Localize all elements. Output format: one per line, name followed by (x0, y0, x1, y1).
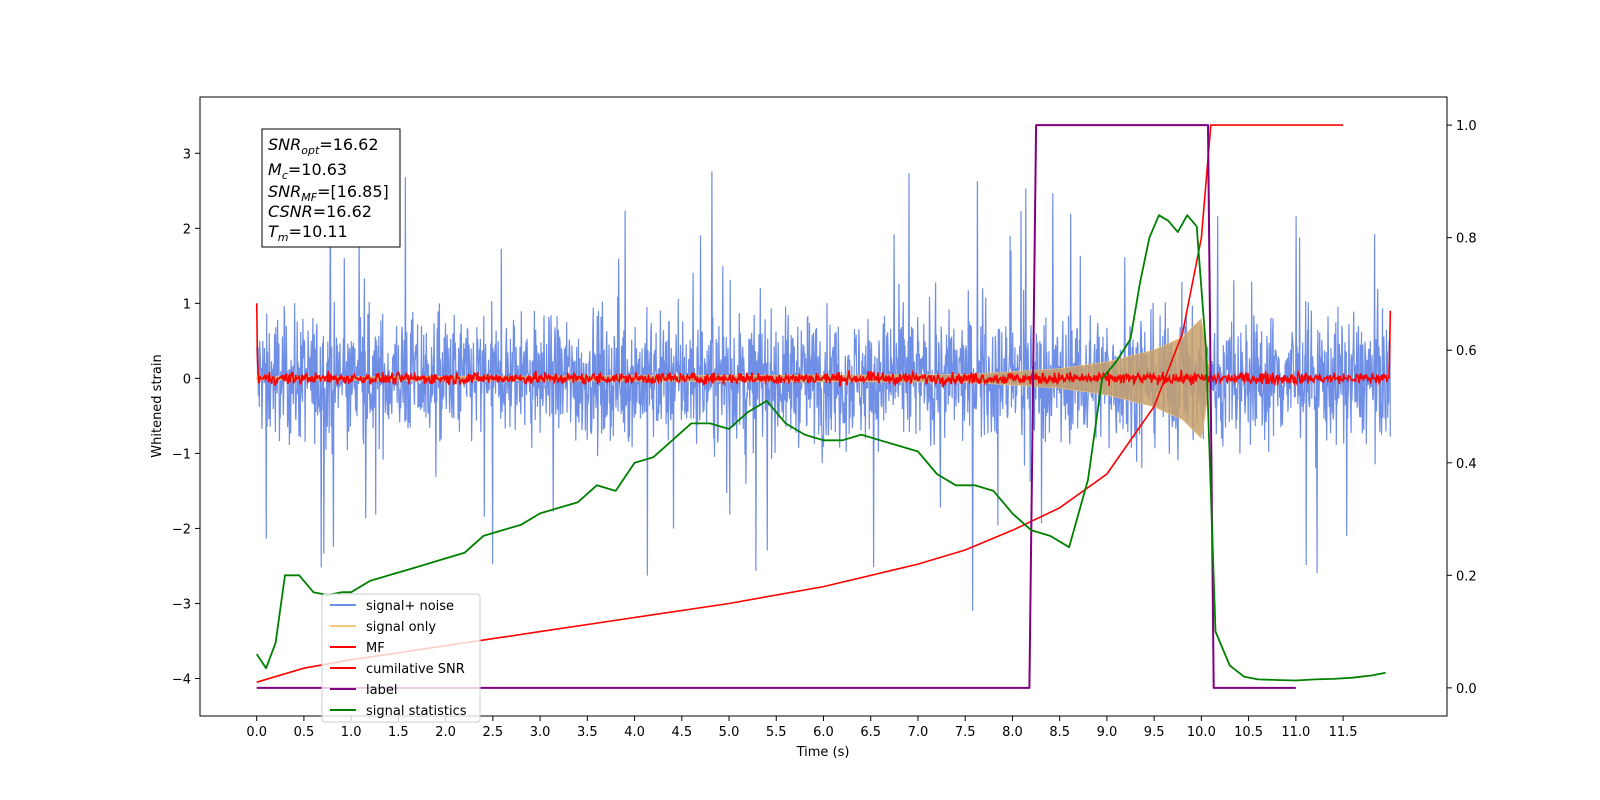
x-tick-label: 7.0 (908, 725, 929, 740)
series-signal-noise (256, 171, 1391, 611)
y2-tick-label: 0.6 (1456, 344, 1477, 359)
y2-tick-label: 0.4 (1456, 457, 1477, 472)
y-tick-label: −3 (172, 597, 191, 612)
info-snr-mf: SNRMF=[16.85] (268, 182, 389, 204)
x-tick-label: 6.0 (813, 725, 834, 740)
legend-label-signal-noise: signal+ noise (366, 599, 454, 614)
x-tick-label: 1.0 (341, 725, 362, 740)
x-tick-label: 1.5 (388, 725, 409, 740)
x-tick-label: 2.0 (435, 725, 456, 740)
info-tm: Tm=10.11 (268, 222, 348, 244)
legend-label-mf: MF (366, 641, 385, 656)
legend-label-label: label (366, 683, 397, 698)
series-signal-statistics (255, 214, 1386, 682)
y-axis-right: 1.0 0.8 0.6 0.4 0.2 0.0 (1447, 119, 1477, 697)
y-tick-label: 1 (183, 297, 191, 312)
x-tick-label: 4.0 (624, 725, 645, 740)
info-mc: Mc=10.63 (268, 160, 347, 182)
x-tick-label: 7.5 (955, 725, 976, 740)
info-snr-opt: SNRopt=16.62 (268, 135, 379, 157)
x-tick-label: 11.0 (1281, 725, 1310, 740)
x-tick-label: 8.5 (1049, 725, 1070, 740)
info-box: SNRopt=16.62 Mc=10.63 SNRMF=[16.85] CSNR… (261, 128, 401, 248)
y-tick-label: 3 (183, 147, 191, 162)
info-csnr: CSNR=16.62 (268, 202, 372, 221)
y-tick-label: 2 (183, 222, 191, 237)
x-tick-label: 9.5 (1144, 725, 1165, 740)
y-axis-left: 3 2 1 0 −1 −2 −3 −4 (172, 147, 200, 687)
x-tick-label: 5.0 (719, 725, 740, 740)
y-tick-label: −2 (172, 522, 191, 537)
y2-tick-label: 0.8 (1456, 232, 1477, 247)
legend: signal+ noise signal only MF cumilative … (321, 593, 481, 723)
y-tick-label: 0 (183, 372, 191, 387)
y2-tick-label: 1.0 (1456, 119, 1477, 134)
y-tick-label: −1 (172, 447, 191, 462)
x-axis: 0.0 0.5 1.0 1.5 2.0 2.5 3.0 3.5 4.0 4.5 5.0 5.5 6.0 6… (246, 716, 1358, 740)
x-tick-label: 10.0 (1187, 725, 1216, 740)
y2-tick-label: 0.2 (1456, 569, 1477, 584)
x-tick-label: 9.0 (1097, 725, 1118, 740)
x-tick-label: 0.0 (246, 725, 267, 740)
legend-label-cumulative-snr: cumilative SNR (366, 662, 465, 677)
plot-area (255, 124, 1392, 689)
x-tick-label: 8.0 (1002, 725, 1023, 740)
x-tick-label: 6.5 (860, 725, 881, 740)
y-axis-label: Whitened strain (150, 354, 165, 457)
series-label (256, 124, 1296, 689)
x-tick-label: 5.5 (766, 725, 787, 740)
x-axis-label: Time (s) (796, 745, 850, 760)
y-tick-label: −4 (172, 672, 191, 687)
x-tick-label: 3.5 (577, 725, 598, 740)
legend-label-signal-statistics: signal statistics (366, 704, 467, 719)
y2-tick-label: 0.0 (1456, 682, 1477, 697)
x-tick-label: 3.0 (530, 725, 551, 740)
x-tick-label: 0.5 (294, 725, 315, 740)
series-mf (255, 303, 1392, 388)
legend-label-signal-only: signal only (366, 620, 436, 635)
x-tick-label: 2.5 (483, 725, 504, 740)
x-tick-label: 11.5 (1329, 725, 1358, 740)
x-tick-label: 10.5 (1234, 725, 1263, 740)
x-tick-label: 4.5 (671, 725, 692, 740)
